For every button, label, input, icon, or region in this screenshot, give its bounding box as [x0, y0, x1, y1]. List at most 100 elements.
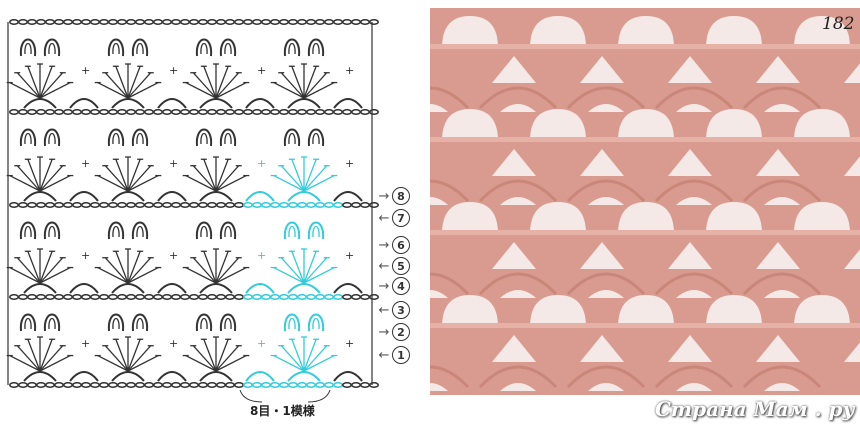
fan-arc — [430, 272, 470, 296]
mesh-hole — [430, 383, 448, 391]
chain-stitch — [180, 202, 190, 208]
chain-arc — [333, 283, 363, 294]
single-crochet: + — [257, 249, 266, 262]
chain-arc — [69, 283, 99, 294]
chain-arc — [69, 191, 99, 202]
chain-stitch — [126, 294, 136, 300]
puff-cluster — [131, 38, 149, 57]
arrow-left-icon: ← — [378, 347, 390, 363]
chain-strand — [430, 230, 860, 235]
chain-stitch — [153, 109, 163, 115]
chain-stitch — [324, 109, 334, 115]
mesh-hole — [706, 109, 762, 141]
puff-cluster — [283, 221, 301, 240]
treble-stitch — [215, 257, 240, 284]
mesh-hole — [706, 295, 762, 327]
chain-stitch — [315, 382, 325, 388]
mesh-hole — [676, 383, 712, 391]
mesh-hole — [588, 197, 624, 205]
chain-stitch — [189, 109, 199, 115]
treble-stitch — [39, 72, 64, 99]
chain-stitch — [108, 109, 118, 115]
chain-stitch — [306, 382, 316, 388]
mesh-hole — [430, 197, 448, 205]
row-label-5: ← 5 — [376, 257, 410, 275]
chain-stitch — [207, 382, 217, 388]
treble-stitch — [273, 266, 305, 284]
puff-cluster — [43, 313, 61, 332]
treble-stitch — [39, 354, 71, 372]
treble-stitch — [127, 251, 141, 284]
mesh-hole — [580, 335, 624, 362]
chain-stitch — [351, 202, 361, 208]
puff-cluster — [131, 221, 149, 240]
puff-cluster-inner — [312, 132, 320, 145]
puff-cluster-inner — [224, 132, 232, 145]
chain-stitch — [81, 294, 91, 300]
repeat-bracket — [239, 389, 331, 403]
chain-stitch — [18, 382, 28, 388]
row-label-8: → 8 — [376, 187, 410, 205]
arrow-right-icon: → — [378, 324, 390, 340]
treble-stitch — [16, 345, 41, 372]
chain-stitch — [180, 109, 190, 115]
chain-stitch — [225, 19, 235, 25]
chain-stitch — [369, 202, 379, 208]
chain-stitch — [306, 19, 316, 25]
chain-stitch — [207, 202, 217, 208]
fan-arc — [566, 272, 646, 296]
chain-stitch — [81, 19, 91, 25]
mesh-hole — [668, 149, 712, 176]
puff-cluster-inner — [112, 132, 120, 145]
chain-arc — [333, 371, 363, 382]
single-crochet: + — [345, 64, 354, 77]
chain-stitch — [189, 382, 199, 388]
chain-stitch — [324, 202, 334, 208]
mesh-hole — [668, 242, 712, 269]
puff-cluster — [131, 128, 149, 147]
puff-cluster-inner — [136, 225, 144, 238]
chain-stitch — [189, 202, 199, 208]
treble-stitch — [215, 159, 229, 192]
row-number: 6 — [392, 236, 410, 254]
chain-stitch — [333, 294, 343, 300]
chain-stitch — [216, 382, 226, 388]
mesh-hole — [764, 290, 800, 298]
chain-stitch — [36, 109, 46, 115]
chain-stitch — [18, 109, 28, 115]
treble-stitch — [127, 66, 141, 99]
fan-base-arc — [111, 98, 145, 109]
fan-arc — [478, 179, 558, 203]
chain-stitch — [252, 19, 262, 25]
chain-stitch — [54, 294, 64, 300]
row-label-4: → 4 — [376, 277, 410, 295]
mesh-hole — [756, 56, 800, 83]
chain-stitch — [45, 294, 55, 300]
chain-stitch — [180, 382, 190, 388]
chain-stitch — [270, 202, 280, 208]
chain-stitch — [288, 382, 298, 388]
chain-stitch — [279, 294, 289, 300]
chain-stitch — [45, 19, 55, 25]
chain-stitch — [108, 382, 118, 388]
mesh-hole — [844, 249, 860, 269]
fan-arc — [430, 179, 470, 203]
puff-cluster — [19, 221, 37, 240]
treble-stitch — [27, 251, 41, 284]
mesh-hole — [492, 242, 536, 269]
chain-stitch — [153, 382, 163, 388]
mesh-hole — [500, 104, 536, 112]
fan-arc — [654, 365, 734, 389]
mesh-hole — [794, 109, 850, 141]
chain-stitch — [81, 202, 91, 208]
chain-stitch — [315, 202, 325, 208]
chain-arc — [245, 191, 275, 202]
chain-stitch — [297, 109, 307, 115]
puff-cluster — [307, 221, 325, 240]
puff-cluster-inner — [136, 317, 144, 330]
treble-stitch — [39, 174, 71, 192]
fan-arc — [654, 179, 734, 203]
single-crochet: + — [169, 249, 178, 262]
arrow-right-icon: → — [378, 188, 390, 204]
treble-stitch — [39, 165, 64, 192]
